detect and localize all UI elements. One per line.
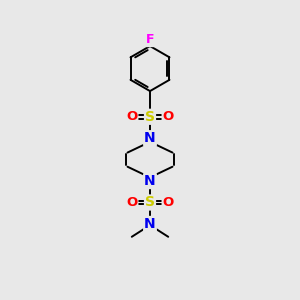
Text: O: O — [163, 110, 174, 123]
Text: O: O — [126, 110, 137, 123]
Text: N: N — [144, 174, 156, 188]
Text: O: O — [126, 196, 137, 209]
Text: F: F — [146, 33, 154, 46]
Text: N: N — [144, 131, 156, 145]
Text: S: S — [145, 196, 155, 209]
Text: S: S — [145, 110, 155, 124]
Text: N: N — [144, 217, 156, 231]
Text: O: O — [163, 196, 174, 209]
